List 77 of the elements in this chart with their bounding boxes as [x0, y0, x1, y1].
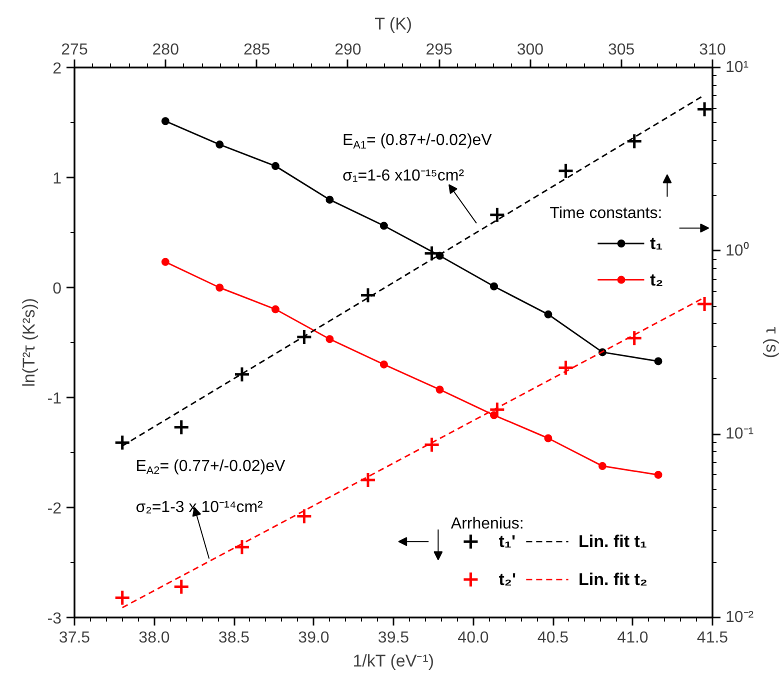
point	[271, 305, 280, 314]
y-tick-label: 1	[52, 170, 62, 188]
x-tick-label: 40.5	[537, 630, 569, 646]
point	[234, 366, 250, 383]
x-tick-label: 38.0	[138, 630, 170, 646]
point	[271, 162, 280, 170]
x2-tick-label: 280	[152, 42, 180, 58]
point	[326, 335, 334, 344]
point	[173, 578, 190, 595]
point	[696, 101, 712, 118]
point	[161, 117, 170, 126]
text: Arrhenius:	[450, 516, 524, 532]
point	[234, 538, 250, 556]
x-tick-label: 37.5	[58, 630, 90, 646]
x-tick-label: 41.0	[617, 630, 648, 646]
y-tick-label: -1	[47, 390, 62, 408]
x-tick-label: 39.0	[298, 630, 330, 646]
y-tick-label: -3	[47, 610, 62, 628]
legend-label: t₂	[650, 270, 664, 290]
y2-tick-label: 10⁻¹	[726, 426, 754, 443]
x2-tick-label: 285	[243, 42, 270, 58]
point	[216, 140, 224, 149]
y-tick-label: -2	[47, 500, 62, 518]
point	[161, 258, 170, 266]
point	[296, 328, 312, 346]
point	[326, 196, 334, 204]
x-tick-label: 38.5	[218, 630, 250, 646]
point	[380, 360, 388, 368]
x2-tick-label: 295	[426, 42, 453, 58]
x-tick-label: 40.0	[458, 630, 489, 646]
x2-tick-label: 305	[608, 42, 635, 58]
point	[696, 296, 712, 312]
point	[114, 434, 131, 451]
x2-tick-label: 290	[334, 42, 362, 58]
y2-axis-title: τ (s)	[762, 326, 782, 358]
x-tick-label: 39.5	[378, 630, 410, 646]
point	[436, 386, 444, 394]
y2-tick-label: 10¹	[726, 59, 749, 76]
point	[544, 310, 552, 318]
point	[380, 222, 388, 230]
legend-label: t₂'	[498, 570, 516, 590]
y2-tick-label: 10⁻²	[726, 609, 754, 626]
point	[360, 286, 376, 304]
point	[488, 401, 506, 418]
point	[544, 434, 552, 442]
point	[654, 357, 662, 366]
x-tick-label: 41.5	[696, 630, 728, 646]
x2-tick-label: 300	[516, 42, 544, 58]
legend-label: t₁'	[498, 532, 516, 552]
x2-tick-label: 310	[699, 42, 726, 58]
point	[216, 284, 224, 292]
point	[488, 206, 506, 224]
point	[626, 132, 643, 150]
text: Time constants:	[550, 204, 662, 222]
point	[558, 162, 574, 180]
point	[424, 436, 440, 454]
point	[360, 472, 376, 488]
x2-axis-title: T (K)	[374, 14, 412, 34]
annotation: σ₁=1-6 x10⁻¹⁵cm²	[342, 167, 465, 184]
point	[296, 508, 312, 525]
point	[424, 245, 440, 262]
point	[626, 330, 643, 346]
point	[598, 462, 606, 470]
y-tick-label: 0	[52, 280, 62, 298]
point	[114, 589, 131, 606]
point	[558, 360, 574, 376]
legend-label: Lin. fit t₂	[578, 570, 648, 590]
x-axis-title: 1/kT (eV⁻¹)	[352, 652, 434, 670]
x2-tick-label: 275	[61, 42, 88, 58]
y-axis-title: ln(T²τ (K²s))	[19, 298, 38, 387]
y2-tick-label: 10⁰	[726, 241, 750, 260]
point	[490, 282, 498, 290]
legend-label: Lin. fit t₁	[578, 532, 647, 552]
legend-label: t₁	[650, 234, 663, 253]
y-tick-label: 2	[52, 60, 62, 78]
point	[173, 418, 190, 436]
point	[654, 470, 662, 479]
